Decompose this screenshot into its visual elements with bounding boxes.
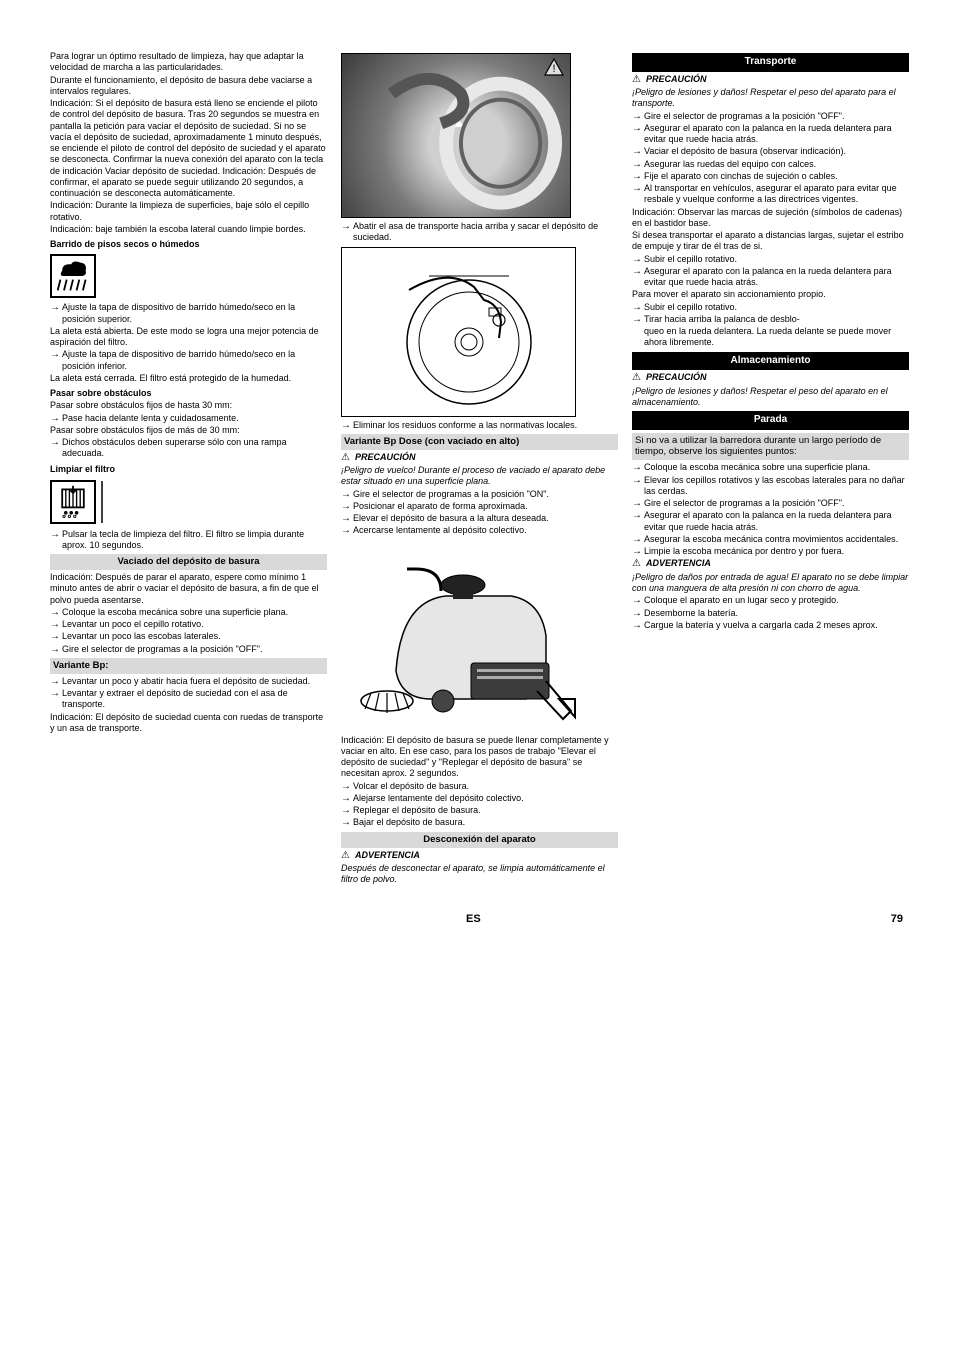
step: →Eliminar los residuos conforme a las no… (341, 420, 618, 431)
black-heading: Transporte (632, 53, 909, 72)
step: →Volcar el depósito de basura. (341, 781, 618, 792)
divider-icon (99, 481, 105, 523)
footer-page: 79 (891, 913, 903, 927)
p: queo en la rueda delantera. La rueda del… (644, 326, 909, 349)
step: →Levantar un poco el cepillo rotativo. (50, 619, 327, 630)
column-left: Para lograr un óptimo resultado de limpi… (50, 50, 327, 887)
step: →Elevar los cepillos rotativos y las esc… (632, 475, 909, 498)
step: →Pase hacia delante lenta y cuidadosamen… (50, 413, 327, 424)
p: La aleta está abierta. De este modo se l… (50, 326, 327, 349)
step: →Gire el selector de programas a la posi… (632, 111, 909, 122)
photo-hose: ! (341, 53, 571, 218)
warning: ⚠ADVERTENCIA (632, 558, 909, 571)
grey-heading: Si no va a utilizar la barredora durante… (632, 433, 909, 461)
p: Para lograr un óptimo resultado de limpi… (50, 51, 327, 74)
warning: ⚠PRECAUCIÓN (632, 74, 909, 87)
footer: ES 79 (50, 913, 909, 927)
p: Indicación: Si el depósito de basura est… (50, 98, 327, 199)
drawing-sweeper (341, 541, 581, 731)
step: →Subir el cepillo rotativo. (632, 302, 909, 313)
p: Indicación: baje también la escoba later… (50, 224, 327, 235)
drawing-wheel (341, 247, 576, 417)
warn-text: ¡Peligro de lesiones y daños! Respetar e… (632, 386, 909, 409)
p: La aleta está cerrada. El filtro está pr… (50, 373, 327, 384)
step: →Gire el selector de programas a la posi… (50, 644, 327, 655)
column-right: Transporte ⚠PRECAUCIÓN ¡Peligro de lesio… (632, 50, 909, 887)
step: →Levantar un poco las escobas laterales. (50, 631, 327, 642)
step: →Dichos obstáculos deben superarse sólo … (50, 437, 327, 460)
rain-icon (50, 254, 96, 298)
step: →Levantar un poco y abatir hacia fuera e… (50, 676, 327, 687)
step: →Limpie la escoba mecánica por dentro y … (632, 546, 909, 557)
step: →Subir el cepillo rotativo. (632, 254, 909, 265)
step: →Asegurar la escoba mecánica contra movi… (632, 534, 909, 545)
subhead: Limpiar el filtro (50, 464, 327, 475)
step: →Asegurar el aparato con la palanca en l… (632, 510, 909, 533)
warn-text: Después de desconectar el aparato, se li… (341, 863, 618, 886)
black-heading: Almacenamiento (632, 352, 909, 371)
grey-heading: Vaciado del depósito de basura (50, 554, 327, 570)
step: →Asegurar el aparato con la palanca en l… (632, 123, 909, 146)
grey-heading: Desconexión del aparato (341, 832, 618, 848)
subhead: Pasar sobre obstáculos (50, 388, 327, 399)
warn-text: ¡Peligro de daños por entrada de agua! E… (632, 572, 909, 595)
grey-heading: Variante Bp: (50, 658, 327, 674)
step: →Ajuste la tapa de dispositivo de barrid… (50, 349, 327, 372)
step: →Al transportar en vehículos, asegurar e… (632, 183, 909, 206)
warn-text: ¡Peligro de lesiones y daños! Respetar e… (632, 87, 909, 110)
filter-icon (50, 480, 96, 524)
step: →Pulsar la tecla de limpieza del filtro.… (50, 529, 327, 552)
black-heading: Parada (632, 411, 909, 430)
step: →Vaciar el depósito de basura (observar … (632, 146, 909, 157)
p: Durante el funcionamiento, el depósito d… (50, 75, 327, 98)
photo-overlay-icon (342, 54, 570, 218)
step: →Alejarse lentamente del depósito colect… (341, 793, 618, 804)
step: →Replegar el depósito de basura. (341, 805, 618, 816)
step: →Cargue la batería y vuelva a cargarla c… (632, 620, 909, 631)
column-mid: ! →Abatir el asa de transporte hacia arr… (341, 50, 618, 887)
step: →Ajuste la tapa de dispositivo de barrid… (50, 302, 327, 325)
step: →Coloque el aparato en un lugar seco y p… (632, 595, 909, 606)
grey-heading: Variante Bp Dose (con vaciado en alto) (341, 434, 618, 450)
step: →Coloque la escoba mecánica sobre una su… (632, 462, 909, 473)
subhead: Barrido de pisos secos o húmedos (50, 239, 327, 250)
p: Para mover el aparato sin accionamiento … (632, 289, 909, 300)
p: Pasar sobre obstáculos fijos de más de 3… (50, 425, 327, 436)
step: →Tirar hacia arriba la palanca de desblo… (632, 314, 909, 325)
step: →Levantar y extraer el depósito de sucie… (50, 688, 327, 711)
step: →Asegurar el aparato con la palanca en l… (632, 266, 909, 289)
warning: ⚠ADVERTENCIA (341, 850, 618, 863)
step: →Acercarse lentamente al depósito colect… (341, 525, 618, 536)
step: →Asegurar las ruedas del equipo con calc… (632, 159, 909, 170)
warning: ⚠PRECAUCIÓN (632, 372, 909, 385)
step: →Posicionar el aparato de forma aproxima… (341, 501, 618, 512)
p: Indicación: Observar las marcas de sujec… (632, 207, 909, 230)
warning: ⚠PRECAUCIÓN (341, 452, 618, 465)
step: →Gire el selector de programas a la posi… (341, 489, 618, 500)
warn-text: ¡Peligro de vuelco! Durante el proceso d… (341, 465, 618, 488)
p: Si desea transportar el aparato a distan… (632, 230, 909, 253)
step: →Coloque la escoba mecánica sobre una su… (50, 607, 327, 618)
step: →Bajar el depósito de basura. (341, 817, 618, 828)
p: Indicación: Durante la limpieza de super… (50, 200, 327, 223)
step: →Fije el aparato con cinchas de sujeción… (632, 171, 909, 182)
step: →Desemborne la batería. (632, 608, 909, 619)
p: Indicación: El depósito de basura se pue… (341, 735, 618, 780)
step: →Abatir el asa de transporte hacia arrib… (341, 221, 618, 244)
step: →Gire el selector de programas a la posi… (632, 498, 909, 509)
p: Pasar sobre obstáculos fijos de hasta 30… (50, 400, 327, 411)
p: Indicación: Después de parar el aparato,… (50, 572, 327, 606)
footer-lang: ES (56, 913, 891, 927)
step: →Elevar el depósito de basura a la altur… (341, 513, 618, 524)
p: Indicación: El depósito de suciedad cuen… (50, 712, 327, 735)
